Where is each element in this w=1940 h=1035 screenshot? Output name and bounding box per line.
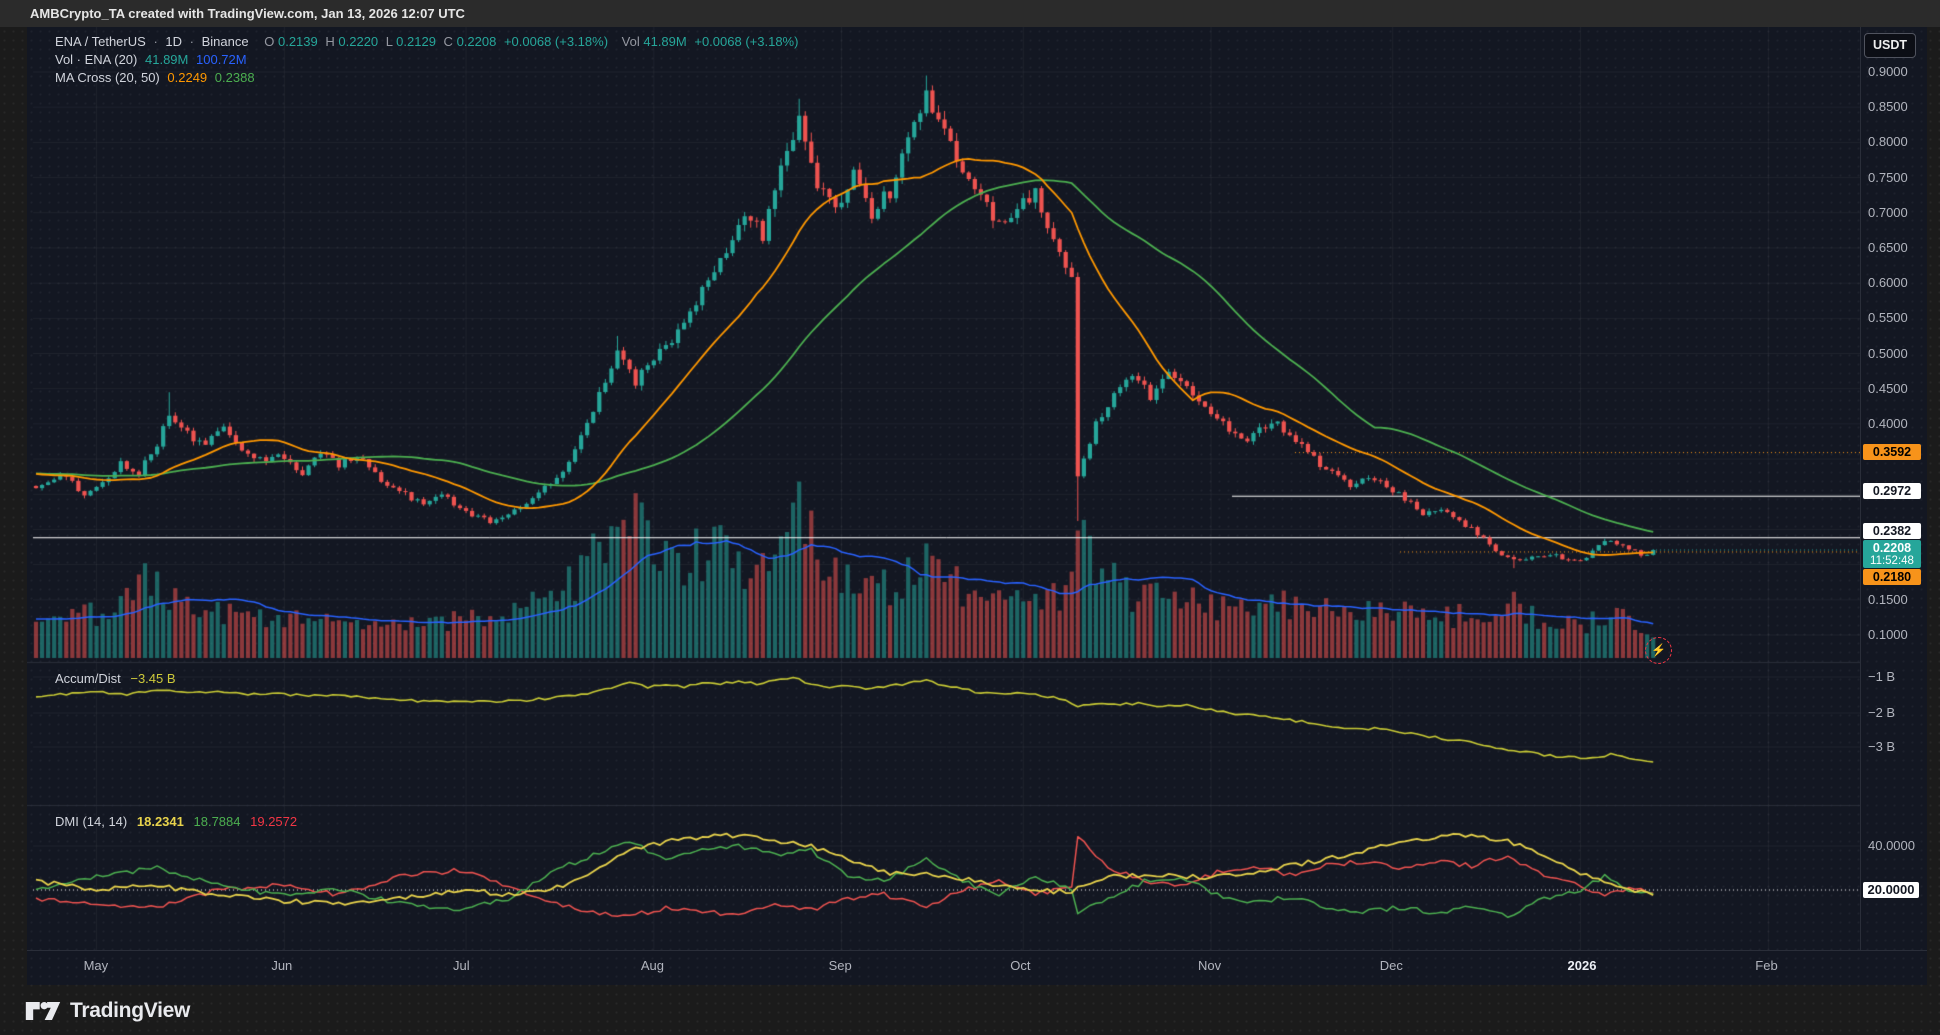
scale-tick-label: 0.6500: [1868, 239, 1908, 255]
symbol-legend: ENA / TetherUS · 1D · Binance O 0.2139 H…: [55, 33, 802, 87]
scale-tick-label: 40.0000: [1868, 838, 1915, 853]
snapshot-title: AMBCrypto_TA created with TradingView.co…: [0, 0, 1940, 27]
tradingview-logo[interactable]: TradingView: [25, 994, 190, 1028]
change-value: +0.0068 (+3.18%): [503, 34, 609, 49]
tradingview-wordmark: TradingView: [70, 999, 191, 1022]
lightning-icon: ⚡: [1645, 637, 1672, 664]
ma20-value: 0.2249: [167, 70, 208, 85]
scale-tick-label: 0.8500: [1868, 99, 1908, 115]
currency-toggle-button[interactable]: USDT: [1864, 33, 1916, 58]
time-axis-label: May: [83, 958, 109, 973]
volume-value: 41.89M: [643, 34, 687, 49]
price-badge: 0.2180: [1863, 569, 1921, 585]
time-axis-label: Sep: [828, 958, 852, 973]
scale-tick-label: 0.8000: [1868, 134, 1908, 150]
volume-current: 41.89M: [145, 52, 189, 67]
scale-tick-label: 0.6000: [1868, 275, 1908, 291]
close-value: 0.2208: [456, 34, 497, 49]
high-value: 0.2220: [338, 34, 379, 49]
time-axis-label: Feb: [1755, 958, 1778, 973]
time-axis-label: Jul: [453, 958, 470, 973]
scale-tick-label: 0.4500: [1868, 380, 1908, 396]
time-axis[interactable]: May Jun Jul Aug Sep Oct Nov Dec 2026 Feb: [27, 950, 1927, 986]
time-axis-label: Oct: [1010, 958, 1031, 973]
dmi-adx-value: 18.2341: [136, 814, 184, 829]
volume-indicator-label: Vol · ENA (20): [55, 52, 138, 67]
interval-label[interactable]: 1D: [165, 34, 183, 49]
price-badge: 0.2972: [1863, 483, 1921, 499]
scale-tick-label: 0.5500: [1868, 310, 1908, 326]
scale-tick-label: −1 B: [1868, 669, 1896, 684]
scale-tick-label: 0.1500: [1868, 591, 1908, 607]
symbol-name[interactable]: ENA / TetherUS: [55, 34, 146, 49]
time-axis-label: 2026: [1567, 958, 1597, 973]
scale-tick-label: 0.7500: [1868, 169, 1908, 185]
volume-label: Vol: [621, 34, 640, 49]
price-scale[interactable]: USDT 0.9000 0.8500 0.8000 0.7500 0.7000 0.650…: [1860, 27, 1928, 950]
scale-tick-label: 0.5000: [1868, 345, 1908, 361]
tradingview-mark-icon: [25, 1002, 61, 1020]
accum-dist-value: −3.45 B: [130, 671, 176, 686]
price-badge: 0.3592: [1863, 444, 1921, 460]
volume-change-value: +0.0068 (+3.18%): [694, 34, 799, 49]
dmi-minus-di-value: 19.2572: [250, 814, 298, 829]
high-label: H: [325, 34, 335, 49]
low-label: L: [385, 34, 393, 49]
scale-tick-label: −3 B: [1868, 739, 1896, 754]
scale-tick-label: 0.9000: [1868, 64, 1908, 79]
ma-cross-row[interactable]: MA Cross (20, 50) 0.2249 0.2388: [55, 69, 802, 87]
time-axis-label: Jun: [271, 958, 293, 973]
chart-widget: ENA / TetherUS · 1D · Binance O 0.2139 H…: [27, 27, 1927, 985]
dmi-label: DMI (14, 14): [55, 814, 128, 829]
scale-tick-label: 0.1000: [1868, 627, 1908, 642]
scale-tick-label: 0.7000: [1868, 204, 1908, 220]
separator-dot: ·: [189, 34, 194, 49]
chart-canvas[interactable]: [27, 27, 1860, 950]
open-value: 0.2139: [277, 34, 318, 49]
time-axis-label: Dec: [1379, 958, 1403, 973]
symbol-row[interactable]: ENA / TetherUS · 1D · Binance O 0.2139 H…: [55, 33, 802, 51]
scale-tick-label: −2 B: [1868, 705, 1896, 720]
low-value: 0.2129: [396, 34, 436, 49]
separator-dot: ·: [153, 34, 158, 49]
price-badge: 0.2208 11:52:48: [1863, 540, 1921, 568]
time-axis-label: Aug: [640, 958, 664, 973]
close-label: C: [443, 34, 453, 49]
time-axis-label: Nov: [1198, 958, 1222, 973]
scale-tick-label: 20.0000: [1863, 882, 1919, 898]
ma-cross-label: MA Cross (20, 50): [55, 70, 160, 85]
accum-dist-label: Accum/Dist: [55, 671, 121, 686]
price-badge: 0.2382: [1863, 523, 1921, 539]
ma50-value: 0.2388: [214, 70, 255, 85]
volume-indicator-row[interactable]: Vol · ENA (20) 41.89M 100.72M: [55, 51, 802, 69]
volume-ma: 100.72M: [196, 52, 247, 67]
scale-tick-label: 0.4000: [1868, 415, 1908, 431]
dmi-plus-di-value: 18.7884: [193, 814, 241, 829]
exchange-label: Binance: [201, 34, 249, 49]
open-label: O: [264, 34, 275, 49]
dmi-legend[interactable]: DMI (14, 14) 18.2341 18.7884 19.2572: [55, 813, 303, 831]
accum-dist-legend[interactable]: Accum/Dist −3.45 B: [55, 670, 182, 688]
